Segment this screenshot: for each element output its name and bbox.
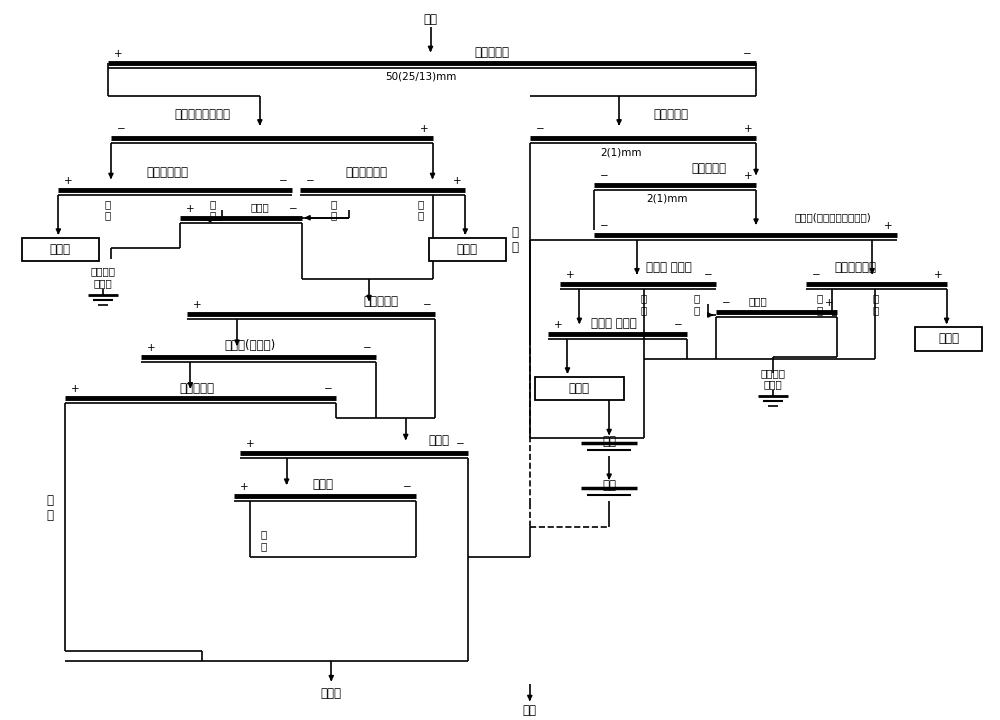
Text: 末矸石: 末矸石 [938, 333, 959, 346]
Text: +: + [554, 320, 562, 330]
Text: +: + [453, 176, 461, 186]
Bar [429, 238, 506, 261]
Text: 稀
介: 稀 介 [693, 293, 700, 315]
Text: +: + [193, 300, 202, 310]
Text: 末精煤 离心机: 末精煤 离心机 [591, 318, 637, 330]
Text: +: + [240, 482, 249, 492]
Text: 合
介: 合 介 [417, 199, 424, 220]
Text: 块精煤脱介筛: 块精煤脱介筛 [147, 166, 189, 179]
Text: 稀
介: 稀 介 [209, 199, 215, 220]
Text: −: − [812, 270, 820, 280]
Text: 块精煤: 块精煤 [50, 243, 71, 256]
Text: −: − [722, 298, 731, 308]
Text: −: − [743, 49, 752, 59]
Text: +: + [71, 384, 80, 395]
Text: −: − [704, 270, 712, 280]
Text: 块煤合格
介质桶: 块煤合格 介质桶 [91, 266, 116, 288]
Text: 煤
泥: 煤 泥 [46, 493, 53, 521]
Text: 磁选机: 磁选机 [250, 202, 269, 212]
Text: 原煤: 原煤 [424, 13, 438, 26]
Text: +: + [825, 298, 833, 308]
Text: +: + [64, 176, 73, 186]
Text: 2(1)mm: 2(1)mm [646, 194, 687, 204]
Text: 末精煤: 末精煤 [569, 382, 590, 395]
Text: 末精煤 脱介筛: 末精煤 脱介筛 [646, 261, 692, 274]
Bar [535, 377, 624, 400]
Text: 煤泥离心机: 煤泥离心机 [180, 382, 215, 395]
Text: 压滤机: 压滤机 [313, 478, 334, 491]
Text: 粉煤: 粉煤 [523, 704, 537, 718]
Text: 循环水: 循环水 [321, 687, 342, 700]
Text: +: + [420, 125, 429, 135]
Text: 合
介: 合 介 [641, 293, 647, 315]
Text: 稀
介: 稀 介 [816, 293, 823, 315]
Text: −: − [117, 125, 126, 135]
Text: 50(25/13)mm: 50(25/13)mm [385, 72, 456, 82]
Text: 原煤分级筛: 原煤分级筛 [475, 45, 510, 58]
Text: +: + [114, 49, 123, 59]
Text: −: − [324, 384, 332, 395]
Text: 浓缩机: 浓缩机 [428, 433, 449, 446]
Text: −: − [600, 220, 609, 230]
Text: 合
介: 合 介 [872, 293, 878, 315]
Text: −: − [363, 343, 372, 353]
Text: 掺配: 掺配 [602, 480, 616, 492]
Text: 块矸石: 块矸石 [457, 243, 478, 256]
Text: −: − [403, 482, 412, 492]
Text: +: + [884, 220, 893, 230]
Text: +: + [743, 171, 752, 181]
Text: −: − [423, 300, 432, 310]
Text: 高频筛(弧形筛): 高频筛(弧形筛) [224, 339, 276, 352]
Text: −: − [289, 204, 298, 214]
Text: 浅槽重介质分选机: 浅槽重介质分选机 [174, 108, 230, 121]
Bar [22, 238, 99, 261]
Text: +: + [934, 270, 943, 280]
Text: −: − [536, 125, 544, 135]
Text: 块矸石脱介筛: 块矸石脱介筛 [345, 166, 387, 179]
Text: +: + [246, 439, 255, 449]
Text: 粉
煤: 粉 煤 [511, 225, 518, 253]
Text: 末矸石脱介筛: 末矸石脱介筛 [834, 261, 876, 274]
Text: 末煤合格
介质桶: 末煤合格 介质桶 [760, 368, 785, 390]
Text: +: + [566, 270, 574, 280]
Text: 干法脱粉筛: 干法脱粉筛 [653, 108, 688, 121]
Text: 干燥: 干燥 [602, 435, 616, 448]
Text: +: + [186, 204, 195, 214]
Text: +: + [743, 125, 752, 135]
Bar [915, 327, 982, 351]
Text: 稀
介: 稀 介 [330, 199, 336, 220]
Text: −: − [279, 176, 288, 186]
Text: 旋流器(浅槽重介质分选机): 旋流器(浅槽重介质分选机) [794, 212, 871, 222]
Text: −: − [305, 176, 314, 186]
Text: 合
介: 合 介 [105, 199, 111, 220]
Text: 磁选机: 磁选机 [749, 296, 767, 306]
Text: 浓缩旋流器: 浓缩旋流器 [363, 294, 398, 307]
Text: 煤
泥: 煤 泥 [261, 529, 267, 551]
Text: +: + [147, 343, 155, 353]
Text: −: − [674, 320, 683, 330]
Text: 湿法脱粉筛: 湿法脱粉筛 [691, 161, 726, 175]
Text: 2(1)mm: 2(1)mm [600, 148, 642, 157]
Text: −: − [600, 171, 609, 181]
Text: −: − [456, 439, 464, 449]
